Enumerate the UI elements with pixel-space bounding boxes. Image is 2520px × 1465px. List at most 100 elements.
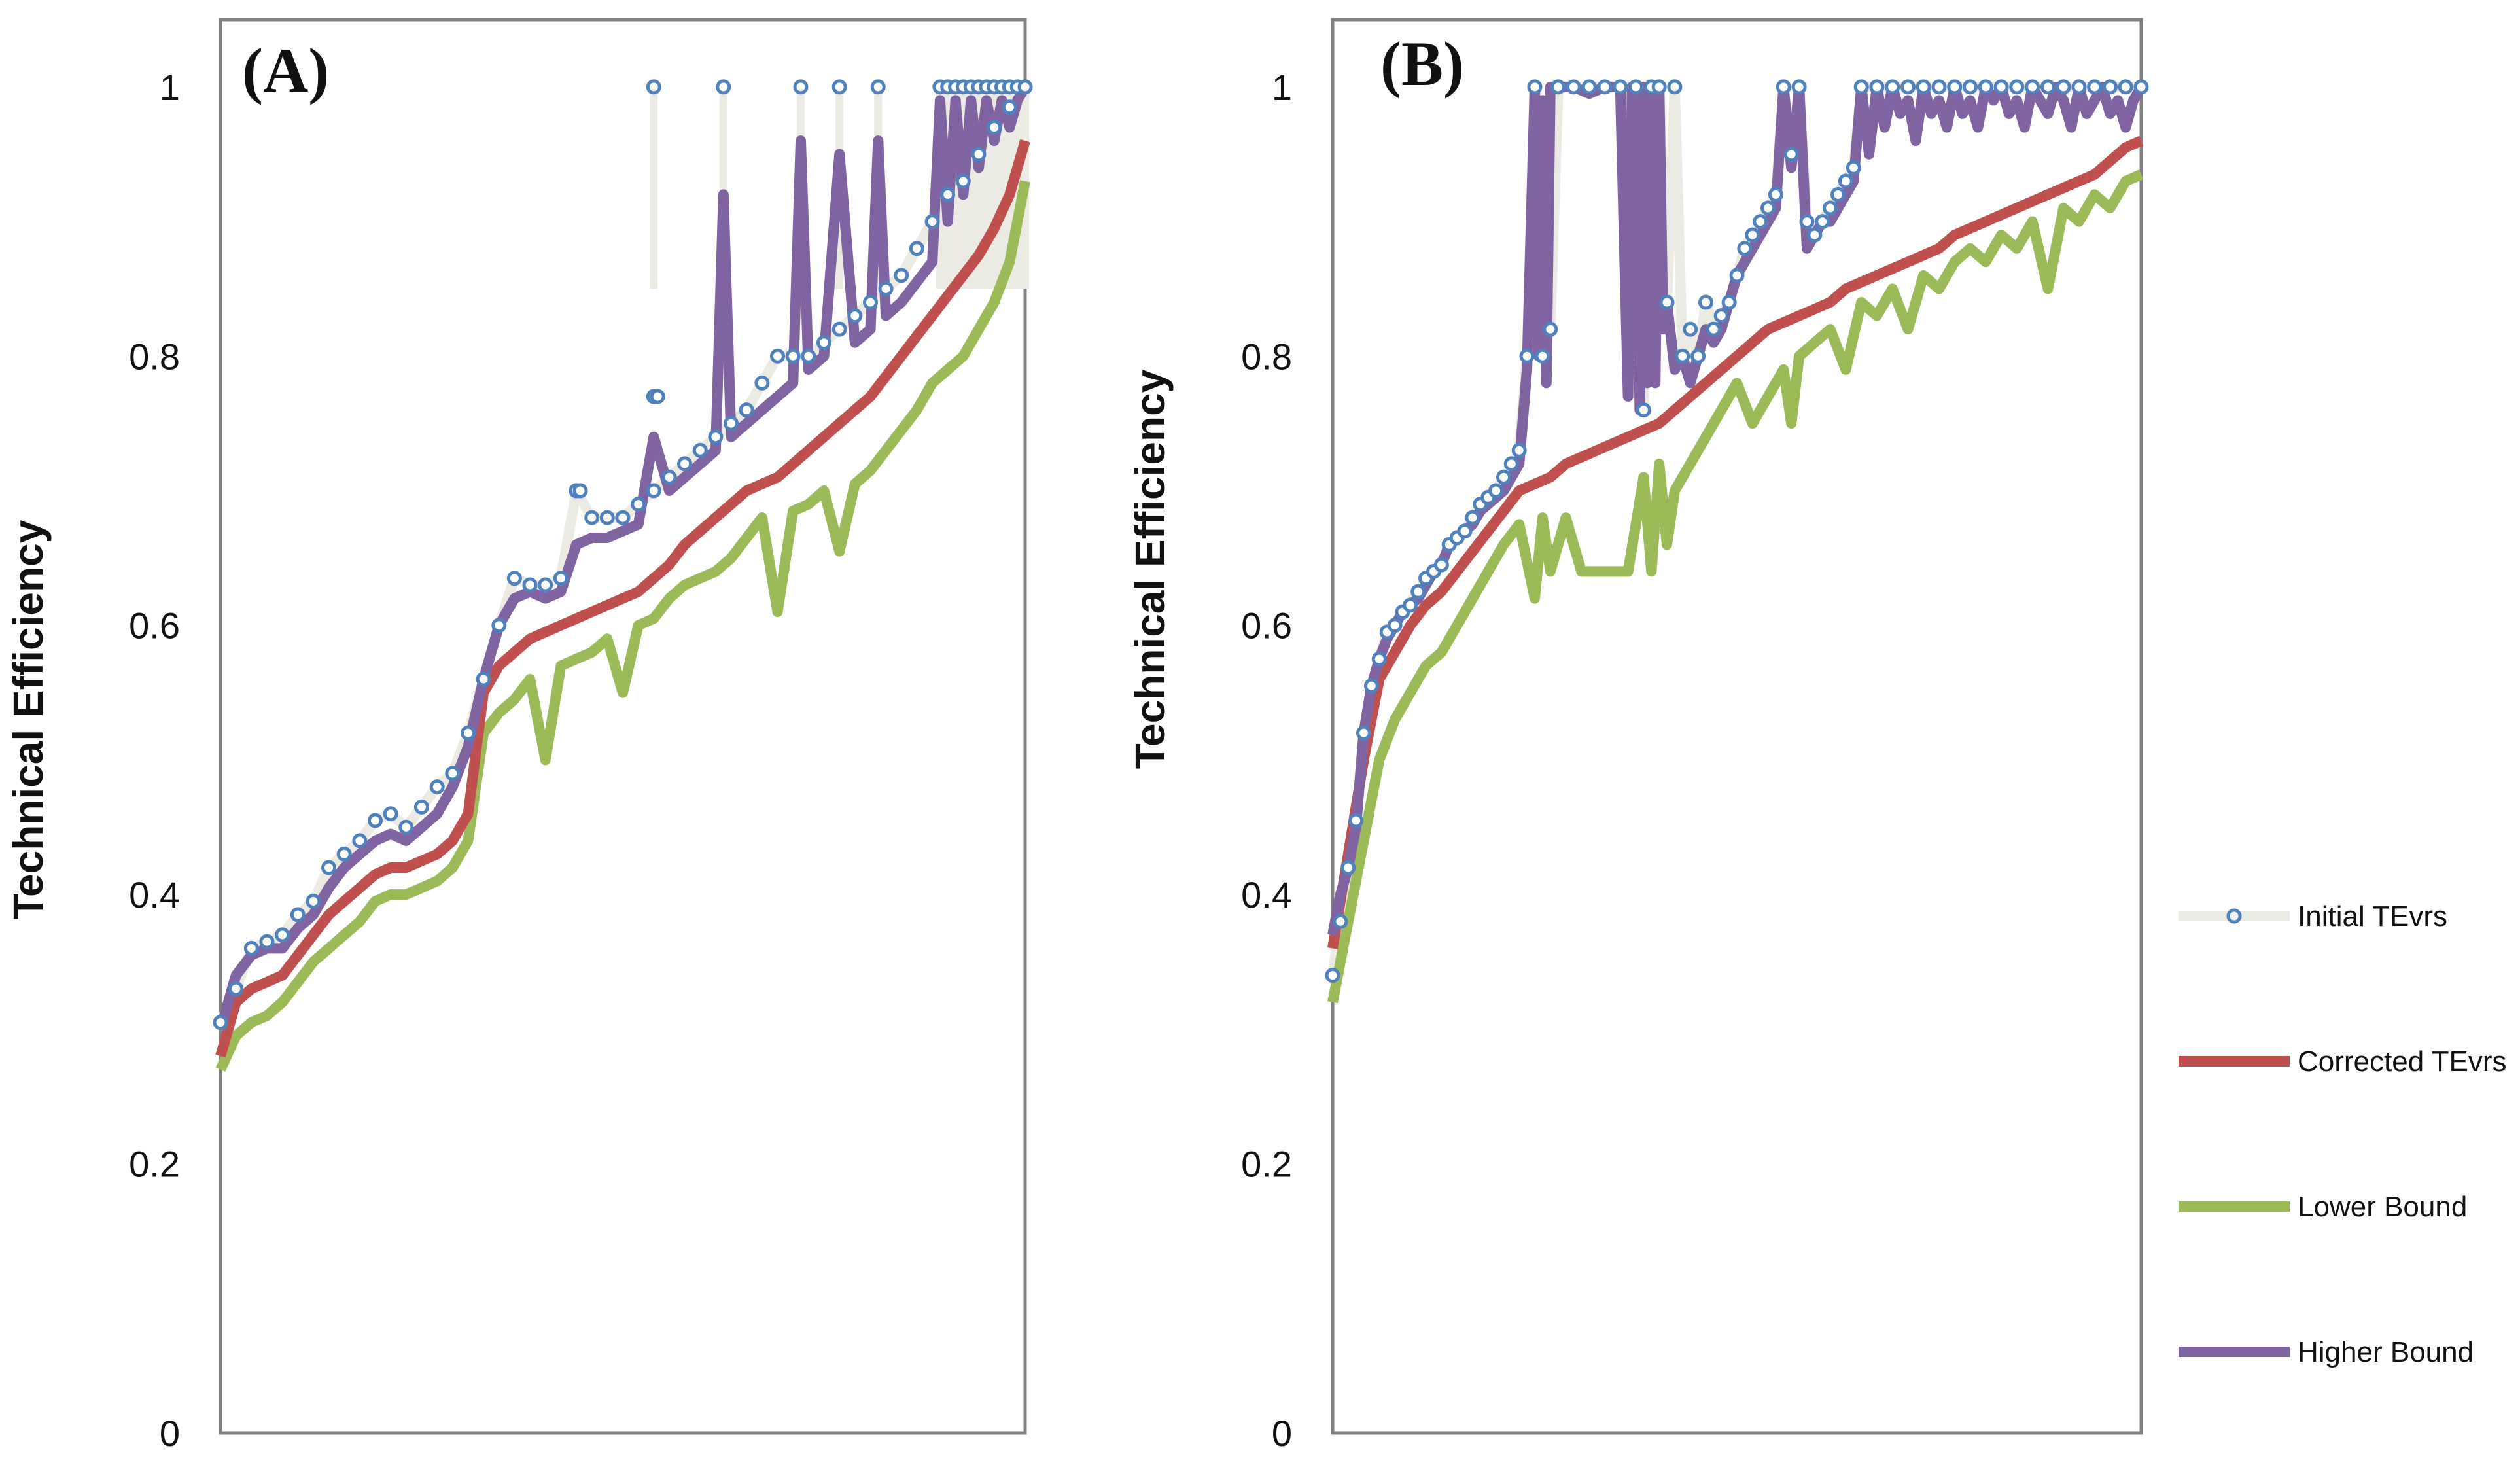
data-point-initial xyxy=(1745,227,1760,243)
data-point-initial xyxy=(708,429,724,445)
data-point-initial xyxy=(538,577,553,593)
data-point-initial xyxy=(1519,348,1535,364)
data-point-initial xyxy=(2056,79,2071,95)
data-point-initial xyxy=(1900,79,1916,95)
y-tick-label: 1 xyxy=(160,67,180,108)
y-tick-label: 0.4 xyxy=(129,874,180,915)
data-point-initial xyxy=(1783,147,1799,162)
data-point-initial xyxy=(1667,79,1683,95)
data-point-initial xyxy=(1340,860,1356,875)
legend-label-corrected: Corrected TEvrs xyxy=(2298,1046,2507,1078)
data-point-initial xyxy=(1433,557,1449,573)
panel-label: (B) xyxy=(1380,29,1464,99)
y-tick-label: 0.6 xyxy=(1241,605,1292,646)
data-point-initial xyxy=(1830,186,1846,202)
legend-marker-initial xyxy=(2226,908,2242,924)
data-point-initial xyxy=(987,120,1002,135)
data-point-initial xyxy=(1993,79,2009,95)
data-point-initial xyxy=(2087,79,2103,95)
data-point-initial xyxy=(290,907,306,923)
data-point-initial xyxy=(352,833,368,849)
data-point-initial xyxy=(476,671,491,687)
data-point-initial xyxy=(1690,348,1706,364)
data-point-initial xyxy=(1931,79,1947,95)
data-point-initial xyxy=(1527,79,1543,95)
data-point-initial xyxy=(1947,79,1963,95)
data-point-initial xyxy=(1371,651,1387,667)
y-tick-label: 0.8 xyxy=(129,336,180,377)
plot-frame xyxy=(1331,18,2143,1435)
data-point-initial xyxy=(1651,79,1667,95)
data-point-initial xyxy=(584,510,600,525)
data-point-initial xyxy=(847,308,863,324)
data-point-initial xyxy=(1356,725,1371,741)
data-point-initial xyxy=(2133,79,2149,95)
data-point-initial xyxy=(816,335,831,351)
data-point-initial xyxy=(429,779,445,795)
data-point-initial xyxy=(1846,160,1861,175)
series-line-corrected xyxy=(215,139,1030,1058)
data-point-initial xyxy=(1721,294,1737,310)
series-line-higher xyxy=(1327,81,2146,936)
data-point-initial xyxy=(2025,79,2040,95)
data-point-initial xyxy=(1737,241,1753,256)
data-point-initial xyxy=(445,766,461,781)
data-point-initial xyxy=(2118,79,2133,95)
data-point-initial xyxy=(1729,268,1745,283)
y-tick-label: 0 xyxy=(1272,1413,1292,1454)
data-point-initial xyxy=(414,799,429,815)
data-point-initial xyxy=(383,806,398,822)
data-point-initial xyxy=(1791,79,1807,95)
data-point-initial xyxy=(1636,402,1651,418)
data-point-initial xyxy=(863,294,878,310)
data-point-initial xyxy=(1566,79,1581,95)
data-point-initial xyxy=(631,497,646,512)
data-point-initial xyxy=(491,618,507,633)
data-point-initial xyxy=(1348,813,1364,828)
data-point-initial xyxy=(1776,79,1791,95)
data-point-initial xyxy=(1799,214,1815,230)
data-point-initial xyxy=(228,981,244,997)
data-point-initial xyxy=(754,375,770,391)
y-tick-label: 0 xyxy=(160,1413,180,1454)
data-point-initial xyxy=(615,510,631,525)
data-point-initial xyxy=(870,79,886,95)
y-tick-label: 0.4 xyxy=(1241,874,1292,915)
data-point-initial xyxy=(2040,79,2056,95)
data-point-initial xyxy=(1916,79,1931,95)
data-point-initial xyxy=(1706,321,1721,337)
data-point-initial xyxy=(1675,348,1690,364)
data-point-initial xyxy=(213,1015,228,1031)
y-tick-label: 0.6 xyxy=(129,605,180,646)
data-point-initial xyxy=(461,725,476,741)
data-point-initial xyxy=(1613,79,1628,95)
y-axis-label: Technical Efficiency xyxy=(5,520,52,919)
data-point-initial xyxy=(368,813,383,828)
data-point-initial xyxy=(1581,79,1597,95)
data-point-initial xyxy=(1659,294,1675,310)
data-point-initial xyxy=(1815,214,1830,230)
data-point-initial xyxy=(1838,173,1853,189)
y-tick-label: 0.8 xyxy=(1241,336,1292,377)
data-point-initial xyxy=(1543,321,1558,337)
data-point-initial xyxy=(599,510,615,525)
data-point-initial xyxy=(1628,79,1643,95)
data-point-initial xyxy=(1869,79,1885,95)
data-point-initial xyxy=(1768,186,1783,202)
legend-label-higher: Higher Bound xyxy=(2298,1336,2474,1368)
data-point-initial xyxy=(831,321,847,337)
data-point-initial xyxy=(1503,456,1519,472)
series-line-lower xyxy=(215,180,1030,1072)
data-point-initial xyxy=(1333,913,1348,929)
data-point-initial xyxy=(785,348,801,364)
data-point-initial xyxy=(1698,294,1713,310)
legend-label-lower: Lower Bound xyxy=(2298,1191,2467,1223)
series-line-lower xyxy=(1327,169,2144,1004)
data-point-initial xyxy=(321,860,337,875)
data-point-initial xyxy=(1963,79,1978,95)
plot-frame xyxy=(219,18,1027,1435)
data-point-initial xyxy=(553,571,569,586)
data-point-initial xyxy=(793,79,809,95)
data-point-initial xyxy=(924,214,940,230)
